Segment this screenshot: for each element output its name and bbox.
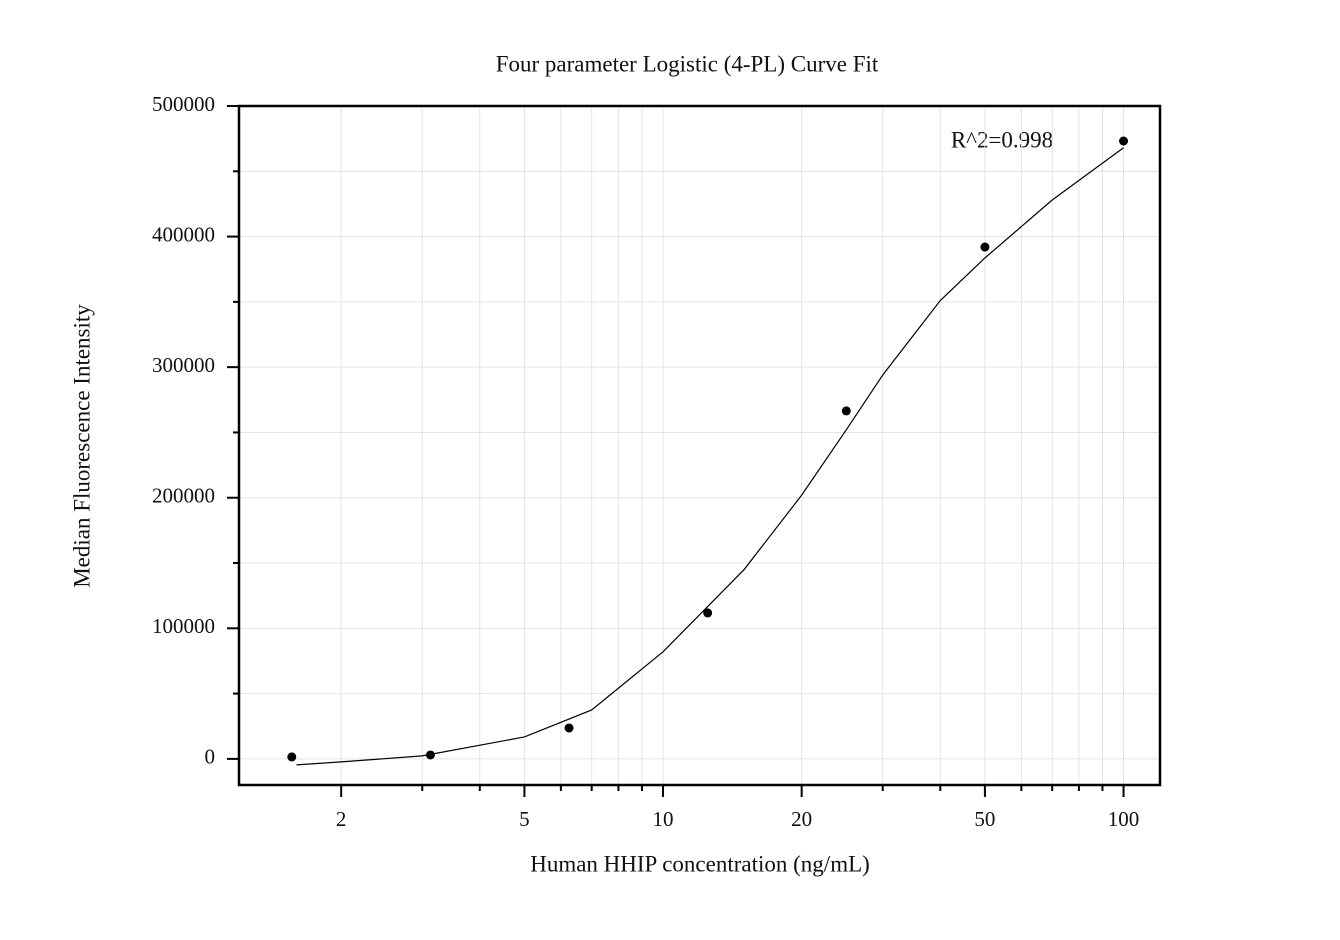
- y-tick-label: 500000: [152, 92, 215, 116]
- data-point: [1119, 136, 1129, 146]
- data-point: [980, 242, 990, 252]
- fit-curve: [296, 147, 1124, 766]
- x-tick-label: 50: [974, 807, 995, 831]
- x-tick-label: 5: [519, 807, 530, 831]
- plot-frame: [237, 104, 1162, 787]
- data-point: [841, 406, 851, 416]
- y-axis-label: Median Fluorescence Intensity: [69, 304, 94, 588]
- chart-title: Four parameter Logistic (4-PL) Curve Fit: [496, 51, 879, 76]
- x-tick-label: 20: [791, 807, 812, 831]
- y-tick-label: 0: [205, 745, 216, 769]
- data-point: [425, 750, 435, 760]
- y-tick-label: 100000: [152, 614, 215, 638]
- annotation: R^2=0.998: [951, 127, 1053, 152]
- x-tick-label: 100: [1108, 807, 1140, 831]
- data-point: [287, 752, 297, 762]
- x-tick-label: 2: [336, 807, 347, 831]
- x-tick-label: 10: [653, 807, 674, 831]
- data-point: [564, 723, 574, 733]
- y-tick-label: 300000: [152, 353, 215, 377]
- x-axis-label: Human HHIP concentration (ng/mL): [530, 851, 870, 876]
- y-tick-label: 400000: [152, 222, 215, 246]
- y-tick-label: 200000: [152, 484, 215, 508]
- data-point: [703, 608, 713, 618]
